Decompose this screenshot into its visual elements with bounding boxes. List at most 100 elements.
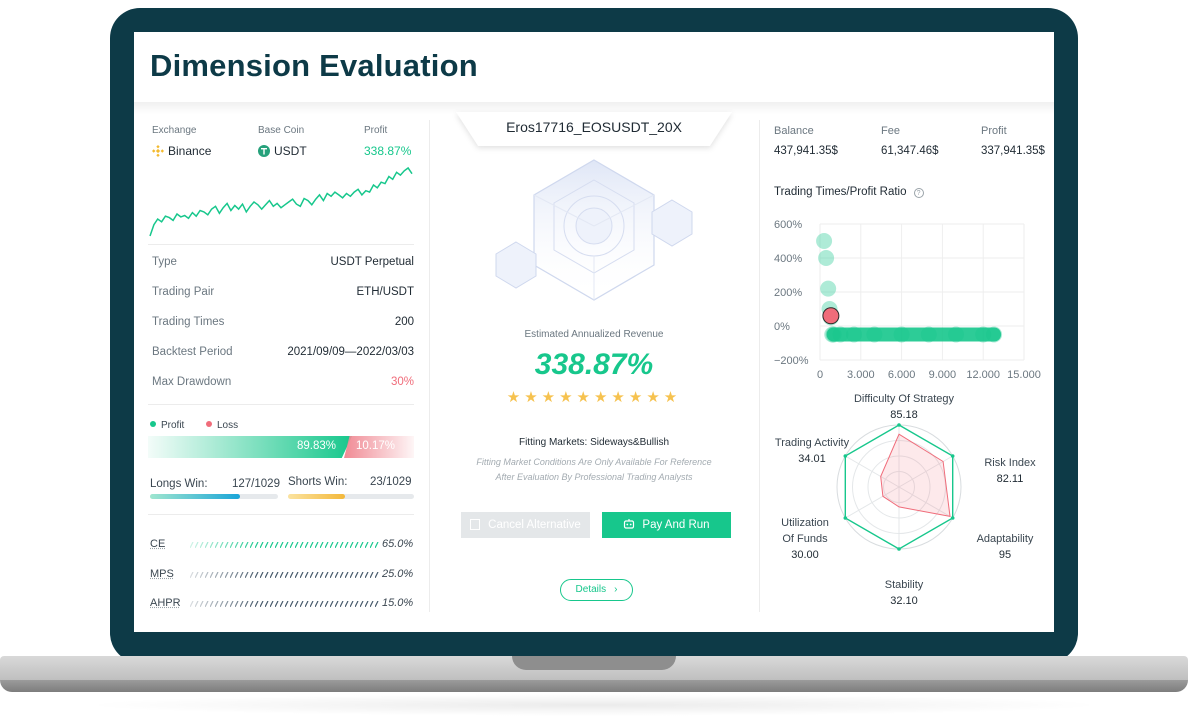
note-line-1: Fitting Market Conditions Are Only Avail… <box>476 457 712 467</box>
profit-value: 338.87% <box>364 144 412 158</box>
scatter-point <box>818 250 835 266</box>
radar-label-adaptability: Adaptability <box>976 533 1034 545</box>
usdt-icon <box>258 145 270 157</box>
radar-axis <box>845 486 900 519</box>
scatter-xtick-label: 12,000 <box>966 369 1000 378</box>
profit-line-chart <box>149 166 413 237</box>
balance-label: Balance <box>774 125 814 137</box>
exchange-value: Binance <box>152 144 211 158</box>
strategy-tab-shape <box>456 112 732 146</box>
radar-label-activity: Trading Activity <box>774 437 850 449</box>
radar-value-adaptability: 95 <box>998 549 1012 561</box>
legend-loss-text: Loss <box>217 420 239 431</box>
scatter-xtick-label: 6,000 <box>888 369 916 378</box>
divider <box>148 244 414 245</box>
radar-value-activity: 34.01 <box>798 453 826 465</box>
scatter-point-selected <box>822 307 840 325</box>
profit-ratio-text: 89.83% <box>296 440 336 452</box>
scatter-ytick-label: 400% <box>774 253 802 265</box>
shorts-win-fill <box>288 494 345 499</box>
shorts-win-label: Shorts Win: <box>288 476 348 488</box>
scatter-point <box>832 326 849 343</box>
scatter-title: Trading Times/Profit Ratio? <box>774 186 924 198</box>
metric-bar-ce <box>190 542 380 548</box>
radar-label-risk: Risk Index <box>984 457 1036 469</box>
legend-profit: Profit <box>150 420 184 431</box>
radar-vertex <box>843 454 848 458</box>
scatter-point <box>824 326 841 343</box>
radar-axis <box>898 486 953 519</box>
metric-value-ce: 65.0% <box>382 538 414 550</box>
longs-win-value: 127/1029 <box>232 478 280 490</box>
scatter-point <box>975 326 992 343</box>
metric-label-mps: MPS <box>150 568 174 580</box>
metric-value-mps: 25.0% <box>382 568 414 580</box>
robot-icon <box>624 519 635 529</box>
legend-loss-dot <box>206 421 212 427</box>
radar-label-difficulty: Difficulty Of Strategy <box>853 393 955 405</box>
scatter-point <box>816 233 833 249</box>
detail-value: 2021/09/09—2022/03/03 <box>287 346 414 358</box>
radar-vertex <box>950 516 955 520</box>
radar-value-utilization: 30.00 <box>791 549 819 561</box>
header: Dimension Evaluation <box>134 32 1054 104</box>
metric-bar-mps <box>190 572 380 578</box>
loss-ratio-segment: 10.17% <box>344 436 414 458</box>
pay-and-run-button[interactable]: Pay And Run <box>602 512 731 538</box>
scatter-ytick-label: 600% <box>774 219 802 231</box>
detail-value: 30% <box>390 376 414 388</box>
base-coin-value: USDT <box>258 144 307 158</box>
est-revenue-label: Estimated Annualized Revenue <box>524 329 664 340</box>
radar-vertex <box>843 516 848 520</box>
radar-vertex <box>950 454 955 458</box>
profit-loss-ratio-bar: 89.83% 10.17% <box>148 436 414 458</box>
run-label: Pay And Run <box>642 519 710 531</box>
scatter-chart: 600% 400% 200% 0% −200% 0 3,000 6,000 9,000 12,00… <box>774 219 1041 378</box>
metric-label-ahpr: AHPR <box>150 597 181 609</box>
detail-label: Type <box>152 256 177 268</box>
fee-label: Fee <box>881 125 900 137</box>
account-profit-label: Profit <box>981 125 1007 137</box>
cancel-alternative-button[interactable]: Cancel Alternative <box>461 512 590 538</box>
divider <box>148 514 414 515</box>
chevron-right-icon: › <box>614 584 618 595</box>
metric-bar-ahpr <box>190 601 380 607</box>
legend-profit-text: Profit <box>161 420 185 431</box>
detail-value: USDT Perpetual <box>330 256 414 268</box>
scatter-point <box>866 326 883 343</box>
details-button[interactable]: Details › <box>560 579 633 601</box>
scatter-point <box>846 326 862 343</box>
detail-label: Backtest Period <box>152 346 233 358</box>
column-divider-right <box>759 120 760 612</box>
radar-label-utilization-2: Of Funds <box>782 533 828 545</box>
shorts-win-value: 23/1029 <box>370 476 412 488</box>
metric-label-ce: CE <box>150 538 166 550</box>
radar-series <box>880 433 951 518</box>
detail-label: Trading Pair <box>152 286 215 298</box>
scatter-point <box>920 326 937 343</box>
binance-icon <box>152 145 164 157</box>
page-title: Dimension Evaluation <box>150 48 478 83</box>
radar-label-utilization-1: Utilization <box>781 517 829 529</box>
radar-axis <box>845 455 900 488</box>
laptop-base-edge <box>0 680 1188 692</box>
note-line-2: After Evaluation By Professional Trading… <box>495 472 693 482</box>
help-icon[interactable]: ? <box>913 188 924 198</box>
radar-value-difficulty: 85.18 <box>890 409 918 421</box>
bookmark-icon <box>470 519 481 530</box>
details-label: Details <box>575 584 607 595</box>
cancel-label: Cancel Alternative <box>488 519 581 531</box>
profit-label: Profit <box>364 125 388 136</box>
balance-value: 437,941.35$ <box>774 145 838 157</box>
radar-value-stability: 32.10 <box>890 595 918 607</box>
exchange-label: Exchange <box>152 125 197 136</box>
hexagon-illustration <box>495 159 693 301</box>
scatter-xtick-label: 15,000 <box>1007 369 1041 378</box>
legend-loss: Loss <box>206 420 238 431</box>
scatter-point <box>986 326 1003 343</box>
detail-label: Max Drawdown <box>152 376 232 388</box>
loss-ratio-text: 10.17% <box>356 440 396 452</box>
account-profit-value: 337,941.35$ <box>981 145 1045 157</box>
longs-win-fill <box>150 494 240 499</box>
